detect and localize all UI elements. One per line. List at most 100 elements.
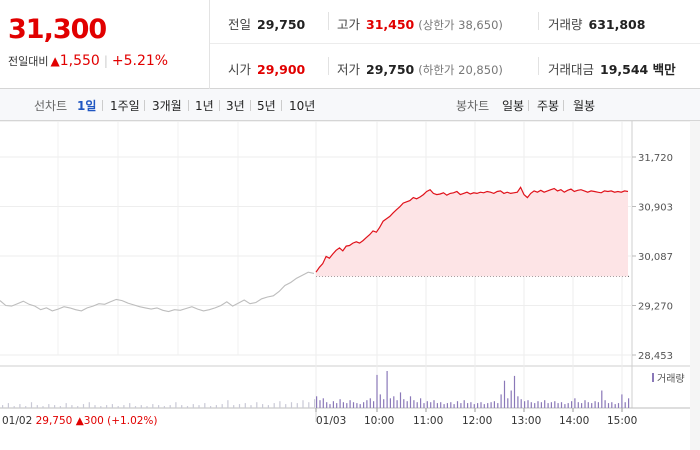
volume-bar [433, 400, 435, 408]
volume-bar [467, 403, 469, 408]
volume-bar [366, 400, 368, 408]
volume-bar [227, 400, 229, 408]
tab-monthly-candle[interactable]: 월봉 [573, 99, 596, 113]
x-tick-label: 12:00 [462, 415, 492, 427]
y-tick-label: 31,720 [638, 153, 673, 164]
line-chart-label: 선차트 [34, 99, 68, 113]
volume-bar [129, 403, 131, 408]
volume-bar [430, 402, 432, 408]
stat-trade-value: 거래대금 19,544 백만 [548, 62, 676, 77]
volume-bar [460, 403, 462, 408]
y-tick-label: 29,270 [638, 302, 673, 313]
volume-bar [537, 401, 539, 408]
up-arrow-icon: ▲ [50, 54, 60, 68]
volume-bar [163, 406, 165, 408]
stat-divider [328, 12, 329, 30]
volume-bar [352, 402, 355, 408]
volume-bar [628, 398, 630, 408]
volume-bar [256, 402, 258, 408]
volume-bar [483, 404, 485, 408]
change-label: 전일대비 [8, 55, 49, 68]
volume-bar [409, 396, 412, 408]
volume-bar [597, 402, 599, 408]
stat-open: 시가 29,900 [228, 62, 306, 77]
period-tabbar: 선차트 1일 1주일 3개월 1년 3년 5년 10년 봉차트 일봉 주봉 월봉 [0, 89, 700, 121]
tab-weekly-candle[interactable]: 주봉 [537, 99, 560, 113]
stats-row-1: 전일 29,750 고가 31,450 (상한가 38,650) 거래량 631,808 [210, 0, 700, 44]
volume-bar [560, 402, 563, 408]
volume-bar [373, 401, 375, 408]
volume-bar [567, 403, 569, 408]
volume-bar [54, 405, 56, 408]
volume-bar [42, 406, 44, 408]
volume-bar [383, 399, 385, 408]
prev-day-price-line [0, 271, 315, 313]
volume-bar [497, 403, 499, 408]
volume-bar [134, 406, 137, 408]
volume-bar [550, 402, 552, 408]
volume-bar [527, 400, 529, 408]
tab-3month[interactable]: 3개월 [152, 99, 182, 113]
volume-bar [94, 405, 96, 408]
volume-bar [100, 406, 102, 408]
volume-bar [140, 405, 142, 408]
volume-bar [285, 404, 287, 408]
volume-bar [463, 400, 465, 408]
volume-bar [574, 398, 576, 408]
volume-bar [77, 406, 79, 408]
volume-bar [520, 399, 522, 408]
volume-bar [2, 405, 4, 408]
price-chart-svg[interactable]: 31,720 30,903 30,087 29,270 28,453 거래량 01/03 10… [0, 121, 700, 450]
x-tick-label: 11:00 [413, 415, 443, 427]
volume-bar [19, 404, 21, 408]
volume-bar [544, 400, 546, 408]
tab-divider [528, 100, 529, 111]
volume-bar [363, 402, 365, 408]
volume-bar [554, 401, 556, 408]
volume-bar [332, 401, 334, 408]
tab-10year[interactable]: 10년 [289, 99, 316, 113]
volume-bar [591, 403, 593, 408]
tab-1day[interactable]: 1일 [77, 99, 97, 113]
volume-bar [490, 402, 492, 408]
prev-day-info-part: 29,750 [36, 415, 76, 427]
volume-bar [233, 405, 235, 408]
volume-bar [564, 404, 566, 408]
tab-daily-candle[interactable]: 일봉 [502, 99, 525, 113]
chart-scroll-strip[interactable] [690, 121, 700, 450]
tab-5year[interactable]: 5년 [257, 99, 276, 113]
volume-bar [267, 405, 269, 408]
volume-bar [250, 405, 252, 408]
volume-bar [393, 396, 395, 408]
volume-bar [71, 405, 73, 408]
volume-bar [210, 406, 212, 408]
volume-bar [420, 398, 422, 408]
tab-1week[interactable]: 1주일 [110, 99, 140, 113]
tab-divider [563, 100, 564, 111]
volume-bar [446, 403, 448, 408]
volume-bar [117, 406, 119, 408]
x-tick-label: 10:00 [364, 415, 394, 427]
volume-bar [326, 402, 328, 408]
volume-bar [238, 404, 241, 408]
volume-bar [557, 403, 559, 408]
volume-bar [456, 401, 459, 408]
prev-day-info: 01/02 29,750 ▲300 (+1.02%) [2, 415, 158, 427]
volume-bar [399, 392, 402, 408]
volume-bar [450, 402, 452, 408]
volume-bar [322, 398, 324, 408]
tab-3year[interactable]: 3년 [226, 99, 245, 113]
volume-bar [426, 401, 428, 408]
volume-bar [611, 402, 613, 408]
volume-bar [244, 403, 246, 408]
volume-bar [359, 404, 361, 408]
volume-bar [339, 399, 341, 408]
prev-day-info-part: 300 [84, 415, 107, 427]
volume-bar [604, 400, 606, 408]
tab-1year[interactable]: 1년 [195, 99, 214, 113]
price-chart[interactable]: 31,720 30,903 30,087 29,270 28,453 거래량 01/03 10… [0, 121, 700, 450]
volume-bar [342, 402, 344, 408]
change-divider: | [103, 54, 108, 68]
volume-bar [82, 404, 85, 408]
volume-bar [440, 402, 442, 408]
